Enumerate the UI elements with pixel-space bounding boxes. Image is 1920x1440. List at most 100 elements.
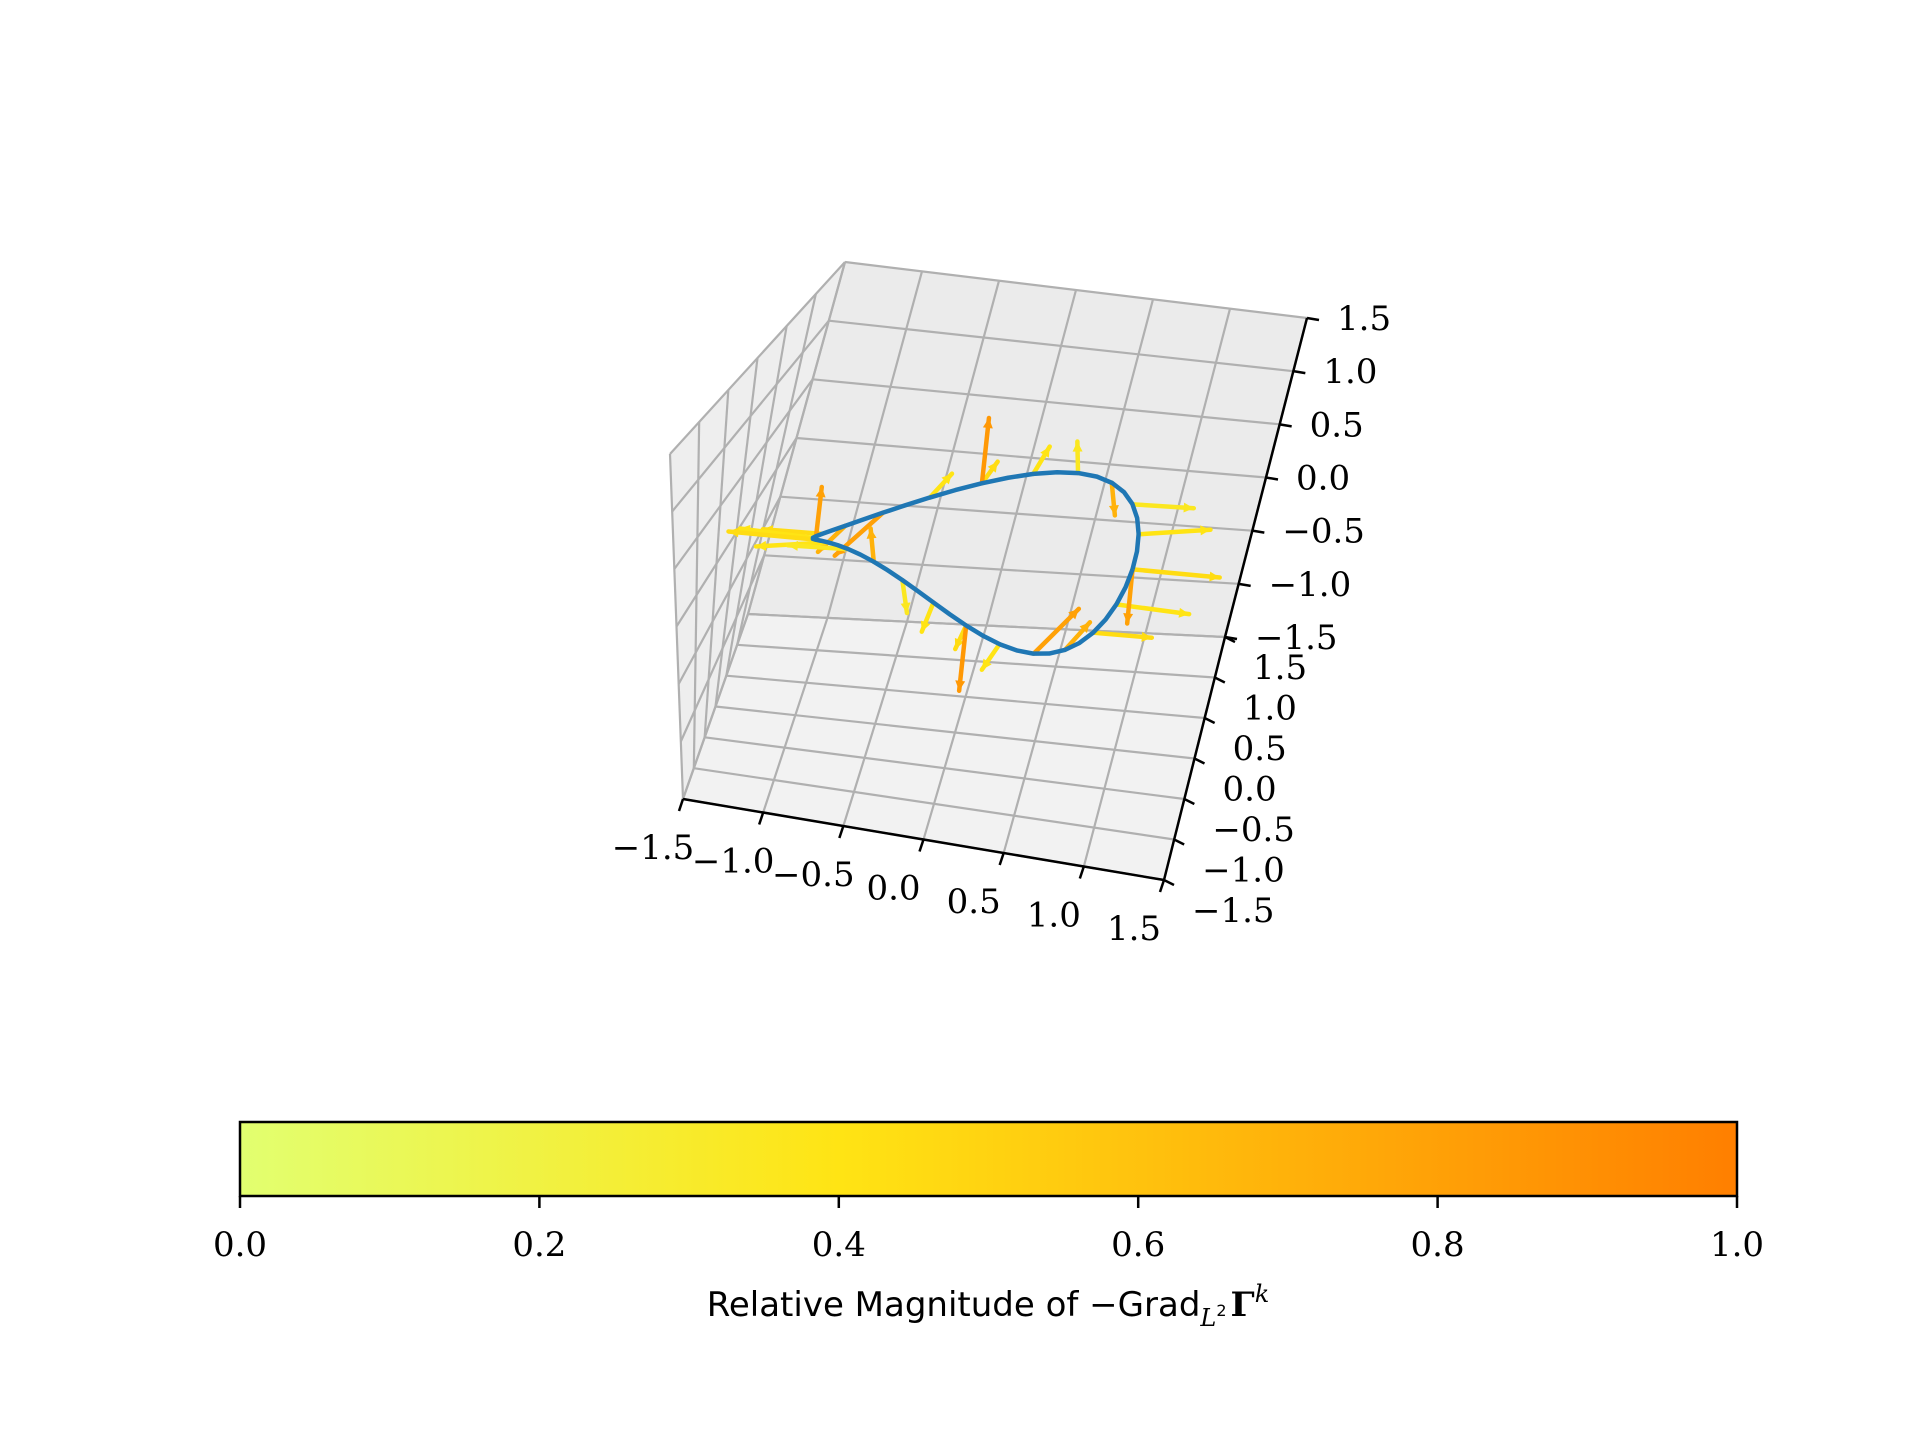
y-tick bbox=[1173, 838, 1185, 846]
y-tick-label: −1.0 bbox=[1202, 851, 1285, 891]
vector-arrowhead bbox=[1141, 631, 1152, 642]
vector-arrow bbox=[1130, 567, 1222, 580]
vector-arrowhead bbox=[1108, 505, 1119, 516]
colorbar-ticks: 0.0 0.2 0.4 0.6 0.8 1.0 bbox=[213, 1196, 1764, 1265]
z-tick bbox=[1279, 423, 1292, 428]
colorbar-tick-label: 0.6 bbox=[1111, 1225, 1165, 1265]
x-tick bbox=[918, 839, 925, 852]
z-tick-label: 1.0 bbox=[1323, 352, 1377, 392]
z-tick bbox=[1306, 316, 1320, 322]
z-tick-label: −1.0 bbox=[1269, 565, 1352, 605]
x-tick bbox=[757, 812, 765, 825]
z-tick-label: 0.0 bbox=[1296, 459, 1350, 499]
y-tick-label: −1.5 bbox=[1192, 891, 1275, 931]
colorbar-label: Relative Magnitude of −GradL2 Γk bbox=[707, 1280, 1269, 1332]
grid-line bbox=[715, 705, 1195, 760]
z-tick bbox=[1293, 369, 1306, 375]
x-tick-label: 1.0 bbox=[1027, 896, 1081, 936]
colorbar-tick-label: 0.8 bbox=[1411, 1225, 1465, 1265]
vector-arrow bbox=[1136, 527, 1213, 537]
vector-arrow bbox=[979, 415, 992, 486]
z-tick bbox=[1238, 582, 1251, 588]
curve-line bbox=[810, 469, 1141, 656]
grid-line bbox=[844, 260, 1308, 320]
curve-layer bbox=[810, 469, 1141, 656]
axis-ticks bbox=[677, 316, 1320, 893]
y-tick bbox=[1163, 878, 1175, 887]
z-tick bbox=[1252, 529, 1265, 534]
grid-line bbox=[671, 319, 830, 513]
x-tick-label: 0.0 bbox=[866, 869, 920, 909]
x-tick bbox=[1078, 866, 1086, 879]
grid-line bbox=[747, 612, 1226, 639]
z-tick-label: 0.5 bbox=[1310, 405, 1364, 445]
grid-line bbox=[796, 436, 1267, 479]
y-tick-label: 1.5 bbox=[1253, 648, 1307, 688]
colorbar-gradient bbox=[238, 1120, 1739, 1198]
x-tick bbox=[838, 825, 845, 839]
colorbar-tick-label: 0.2 bbox=[512, 1225, 566, 1265]
vector-arrow bbox=[1031, 606, 1082, 656]
vector-arrowhead bbox=[900, 602, 911, 614]
x-tick bbox=[998, 852, 1005, 866]
z-tick bbox=[1224, 635, 1238, 641]
vector-arrowhead bbox=[1178, 607, 1190, 618]
gradient-vectors bbox=[726, 415, 1222, 694]
vector-arrowhead bbox=[941, 473, 952, 485]
axis-tick-labels: −1.5−1.0−0.5 0.0 0.5 1.0 1.5 −1.5−1.0−0.50.00… bbox=[612, 299, 1391, 949]
x-tick-label: −1.5 bbox=[612, 828, 695, 868]
y-tick bbox=[1193, 757, 1206, 765]
vector-arrowhead bbox=[982, 417, 993, 429]
y-tick-label: 0.5 bbox=[1233, 729, 1287, 769]
vector-arrow bbox=[785, 542, 851, 552]
vector-arrowhead bbox=[920, 620, 931, 632]
vector-arrow bbox=[726, 529, 818, 542]
colorbar: 0.0 0.2 0.4 0.6 0.8 1.0 Relative Magnitude of… bbox=[213, 1120, 1764, 1332]
plot-3d-axes: −1.5−1.0−0.5 0.0 0.5 1.0 1.5 −1.5−1.0−0.50.00… bbox=[612, 260, 1391, 949]
grid-line bbox=[669, 261, 846, 455]
grid-line bbox=[780, 495, 1253, 532]
x-tick-label: 0.5 bbox=[947, 882, 1001, 922]
x-tick bbox=[1158, 879, 1166, 893]
grid-line bbox=[828, 319, 1294, 373]
grid-line bbox=[681, 613, 750, 800]
grid-line bbox=[726, 674, 1205, 720]
vector-arrow bbox=[1130, 502, 1197, 511]
z-tick bbox=[1265, 476, 1279, 481]
vector-arrowhead bbox=[954, 637, 964, 650]
x-tick-label: −0.5 bbox=[772, 855, 855, 895]
y-tick bbox=[1204, 716, 1216, 725]
grid-line bbox=[704, 736, 1185, 801]
vector-arrow bbox=[956, 623, 969, 694]
colorbar-tick-label: 1.0 bbox=[1710, 1225, 1764, 1265]
z-tick-label: −0.5 bbox=[1282, 512, 1365, 552]
pane-bottom bbox=[683, 614, 1225, 880]
vector-arrowhead bbox=[1072, 441, 1083, 452]
vector-arrowhead bbox=[1200, 525, 1211, 536]
y-tick bbox=[1183, 797, 1195, 806]
vector-arrowhead bbox=[987, 461, 998, 473]
y-tick-label: 0.0 bbox=[1223, 770, 1277, 810]
y-tick-label: 1.0 bbox=[1243, 689, 1297, 729]
colorbar-tick-label: 0.4 bbox=[812, 1225, 866, 1265]
vector-arrowhead bbox=[787, 540, 799, 551]
axis-panes bbox=[670, 262, 1307, 880]
vector-arrowhead bbox=[866, 528, 877, 539]
vector-arrowhead bbox=[1040, 446, 1050, 458]
y-tick-label: −0.5 bbox=[1212, 810, 1295, 850]
x-tick bbox=[677, 798, 685, 812]
grid-line bbox=[679, 554, 766, 742]
z-tick-label: 1.5 bbox=[1337, 299, 1391, 339]
pane-back bbox=[748, 262, 1307, 637]
x-tick-label: −1.0 bbox=[692, 842, 775, 882]
vector-arrowhead bbox=[1079, 622, 1090, 634]
vector-arrowhead bbox=[756, 540, 767, 551]
x-tick-label: 1.5 bbox=[1107, 909, 1161, 949]
y-tick bbox=[1214, 676, 1226, 684]
vector-arrowhead bbox=[728, 527, 739, 538]
vector-arrowhead bbox=[1123, 613, 1134, 624]
grid-line bbox=[673, 378, 814, 570]
vector-arrowhead bbox=[815, 487, 826, 498]
vector-arrowhead bbox=[955, 680, 966, 691]
